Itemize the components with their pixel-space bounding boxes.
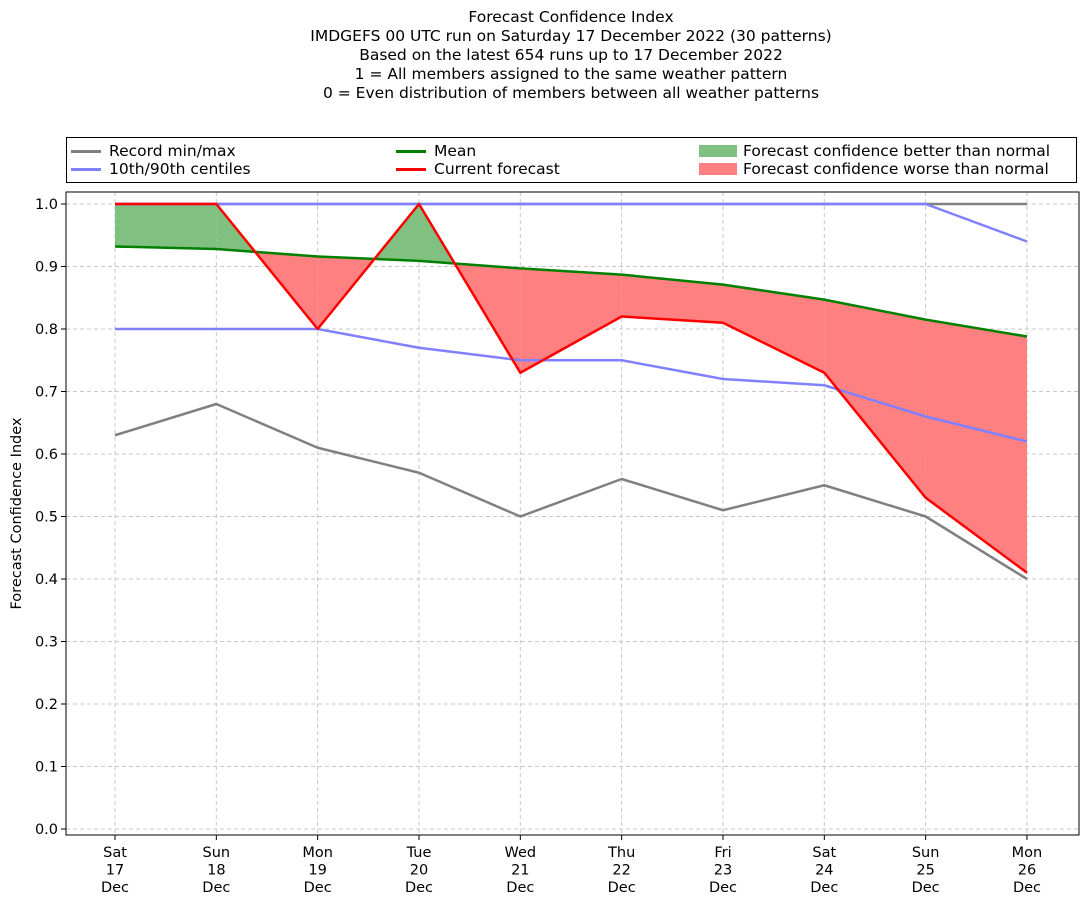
x-tick-label: Mon 26 Dec bbox=[1012, 845, 1043, 896]
x-tick-label: Tue 20 Dec bbox=[405, 845, 433, 896]
y-tick-label: 0.9 bbox=[35, 260, 58, 276]
series-current-forecast bbox=[115, 202, 1028, 574]
y-tick-label: 0.4 bbox=[35, 572, 58, 588]
y-tick-label: 0.5 bbox=[35, 510, 58, 526]
y-axis-label: Forecast Confidence Index bbox=[9, 417, 25, 609]
legend-label-current: Current forecast bbox=[434, 160, 560, 178]
y-tick-label: 0.7 bbox=[35, 385, 58, 401]
x-tick-label: Sun 25 Dec bbox=[912, 845, 940, 896]
chart-subtitle-run: IMDGEFS 00 UTC run on Saturday 17 Decemb… bbox=[310, 27, 832, 45]
legend-label-worse: Forecast confidence worse than normal bbox=[743, 160, 1049, 178]
x-tick-label: Sat 24 Dec bbox=[810, 845, 838, 896]
series-centile-90 bbox=[115, 202, 1028, 243]
x-tick-label: Mon 19 Dec bbox=[302, 845, 333, 896]
y-tick-label: 1.0 bbox=[35, 197, 58, 213]
x-axis: Sat 17 Dec Sun 18 Dec Mon 19 Dec Tue 20 Dec Wed 21 Dec… bbox=[101, 835, 1042, 896]
chart-subtitle-zero: 0 = Even distribution of members between… bbox=[322, 84, 820, 102]
legend-label-better: Forecast confidence better than normal bbox=[743, 142, 1051, 160]
y-tick-label: 0.0 bbox=[35, 822, 58, 838]
y-tick-label: 0.2 bbox=[35, 697, 58, 713]
legend-label-centiles: 10th/90th centiles bbox=[109, 160, 251, 178]
fill-worse bbox=[824, 299, 926, 498]
x-tick-label: Thu 22 Dec bbox=[607, 845, 636, 896]
legend-swatch-current bbox=[396, 168, 426, 171]
chart-title: Forecast Confidence Index bbox=[468, 8, 674, 26]
confidence-fills bbox=[115, 204, 1027, 573]
x-tick-label: Sun 18 Dec bbox=[202, 845, 230, 896]
legend-swatch-worse bbox=[699, 163, 737, 175]
legend-swatch-record bbox=[71, 150, 101, 153]
plot-frame bbox=[65, 191, 1080, 836]
x-tick-label: Wed 21 Dec bbox=[505, 845, 537, 896]
series-mean bbox=[114, 245, 1028, 338]
fill-worse bbox=[722, 284, 825, 373]
y-tick-label: 0.6 bbox=[35, 447, 58, 463]
fill-better bbox=[115, 204, 217, 249]
fill-worse bbox=[255, 251, 318, 329]
series-centile-10 bbox=[115, 327, 1028, 443]
x-tick-label: Sat 17 Dec bbox=[101, 845, 129, 896]
fill-worse bbox=[925, 319, 1027, 573]
legend-swatch-centiles bbox=[71, 168, 101, 171]
chart-legend: Record min/max 10th/90th centiles Mean C… bbox=[66, 137, 1077, 183]
chart-subtitle-one: 1 = All members assigned to the same wea… bbox=[354, 65, 788, 83]
y-tick-label: 0.1 bbox=[35, 760, 58, 776]
chart-subtitle-runs: Based on the latest 654 runs up to 17 De… bbox=[359, 46, 783, 64]
x-tick-label: Fri 23 Dec bbox=[709, 845, 737, 896]
legend-swatch-better bbox=[699, 145, 737, 157]
fill-worse bbox=[520, 268, 622, 373]
y-tick-label: 0.3 bbox=[35, 635, 58, 651]
legend-swatch-mean bbox=[396, 150, 426, 153]
chart-titles: Forecast Confidence Index IMDGEFS 00 UTC… bbox=[0, 8, 1092, 103]
legend-label-mean: Mean bbox=[434, 142, 477, 160]
fill-worse bbox=[621, 274, 723, 323]
legend-label-record: Record min/max bbox=[109, 142, 236, 160]
y-axis: 0.0 0.1 0.2 0.3 0.4 0.5 0.6 0.7 0.8 0.9 1.0 Forecas… bbox=[9, 197, 66, 838]
series-record-min bbox=[114, 402, 1028, 581]
y-tick-label: 0.8 bbox=[35, 322, 58, 338]
